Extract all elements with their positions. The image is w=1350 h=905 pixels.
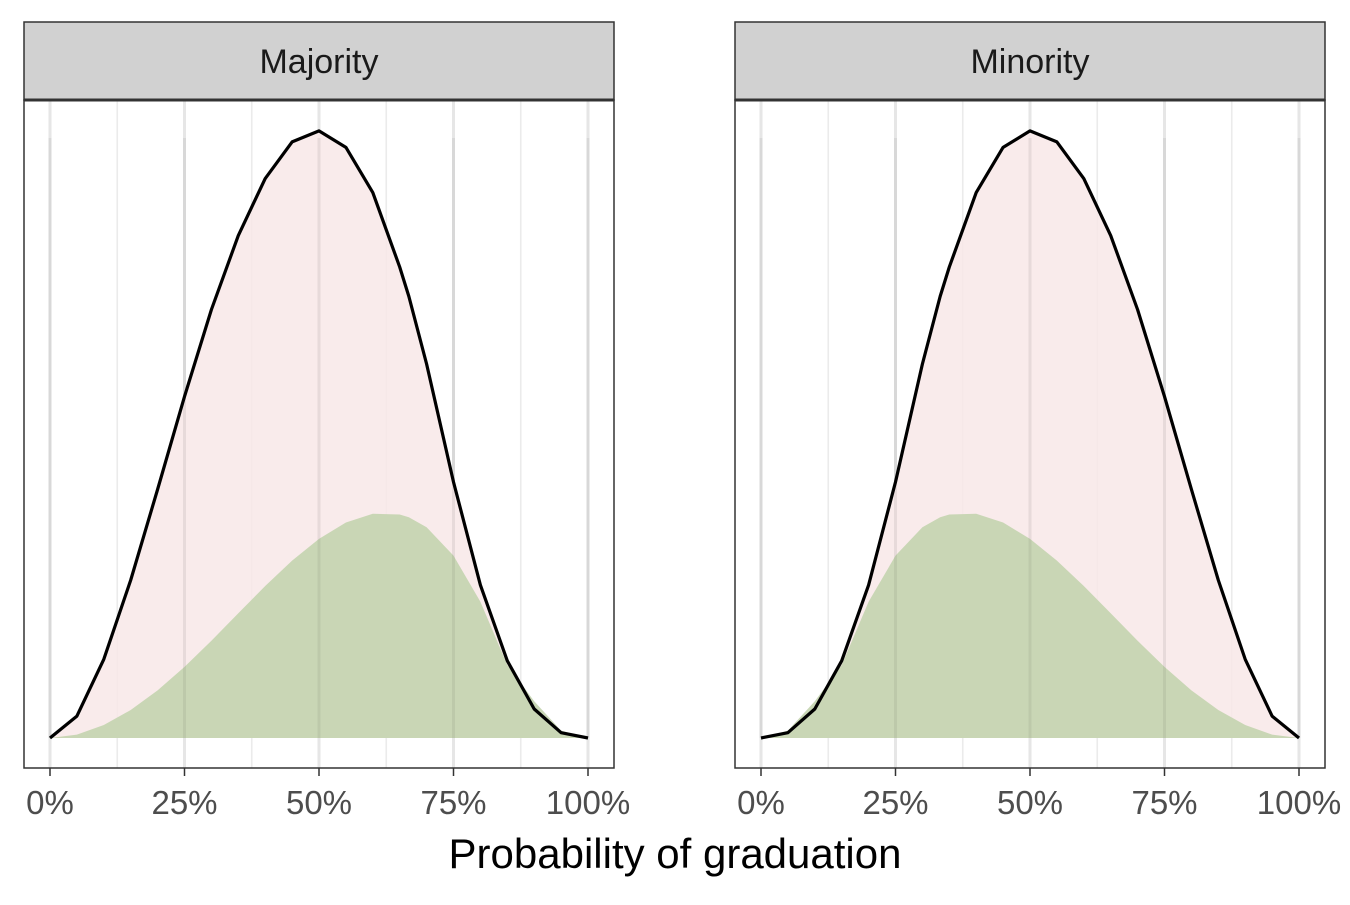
facet-strip-label: Minority [970,43,1089,81]
facet-strip [23,21,615,101]
facet-strip-label: Majority [259,43,378,81]
x-tick-label: 100% [546,784,630,821]
x-tick-label: 75% [420,784,486,821]
x-tick-label: 0% [737,784,785,821]
x-axis-title: Probability of graduation [449,830,902,877]
density-outline-line [48,129,589,740]
x-tick-label: 75% [1131,784,1197,821]
x-tick-label: 50% [286,784,352,821]
x-tick-label: 50% [997,784,1063,821]
facet-panel-majority: Majority 0% 25% 50% 75% 100% [23,21,630,821]
density-outline-line [760,129,1301,740]
facet-panel-minority: Minority 0% 25% 50% 75% 100% [734,21,1341,821]
graduation-density-area [50,513,588,738]
x-tick-label: 25% [862,784,928,821]
facet-strip [734,21,1326,101]
x-tick-label: 0% [26,784,74,821]
x-tick-label: 25% [151,784,217,821]
x-tick-label: 100% [1257,784,1341,821]
graduation-density-area [761,513,1299,738]
